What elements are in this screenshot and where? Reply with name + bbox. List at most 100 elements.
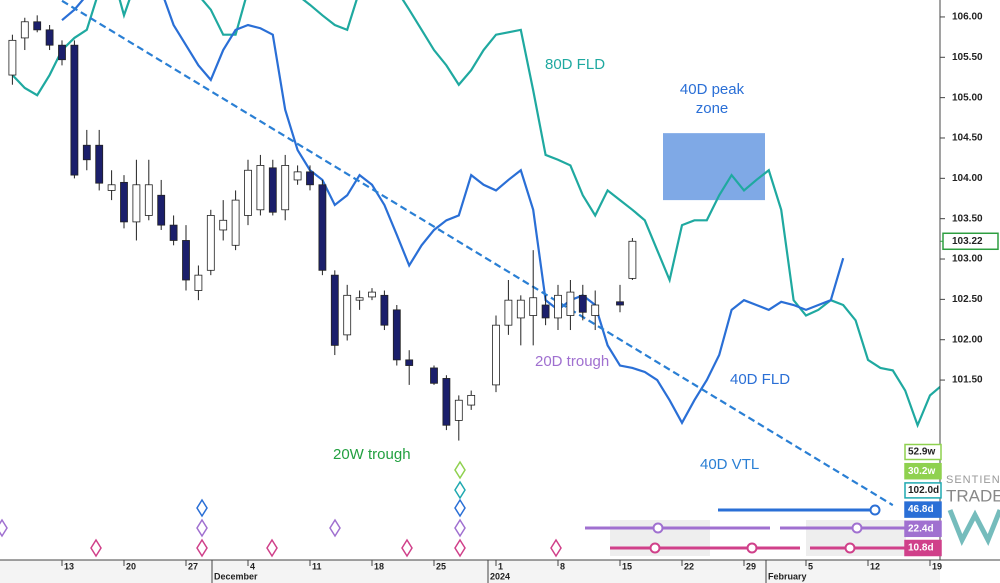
candle-body	[157, 194, 166, 226]
projection-point	[851, 522, 863, 534]
peak-zone-label: zone	[696, 100, 729, 117]
cycle-diamond	[196, 518, 208, 538]
candle-body	[20, 21, 29, 39]
y-tick-label: 104.50	[952, 133, 983, 144]
y-tick-label: 105.00	[952, 92, 983, 103]
x-tick-label: 5	[808, 561, 813, 571]
cycle-diamond	[0, 518, 8, 538]
cycle-diamond	[454, 460, 466, 480]
cycle-diamond	[90, 538, 102, 558]
x-tick-label: 4	[250, 561, 255, 571]
candle-body	[194, 274, 203, 291]
cycle-diamond	[329, 518, 341, 538]
price-axis	[940, 0, 1000, 583]
cycle-label-box	[904, 520, 942, 538]
series-line	[61, 0, 894, 507]
projection-point	[844, 542, 856, 554]
candle-body	[467, 394, 476, 406]
watermark-logo	[947, 509, 1000, 546]
annotation: 20W trough	[333, 446, 411, 463]
candle-body	[293, 171, 302, 181]
x-tick-label: 22	[684, 561, 694, 571]
peak-zone	[663, 133, 765, 201]
candle-body	[268, 167, 277, 213]
candle-body	[504, 299, 513, 326]
y-tick-label: 101.50	[952, 375, 983, 386]
x-tick-label: 11	[312, 561, 322, 571]
candle-body	[541, 304, 550, 319]
candle-body	[219, 219, 228, 231]
month-label: 2024	[490, 571, 510, 581]
watermark: SENTIEN	[946, 474, 1000, 486]
candle-body	[392, 309, 401, 361]
x-tick-label: 12	[870, 561, 880, 571]
candle-body	[368, 291, 376, 298]
candle-body	[405, 359, 414, 366]
projection-point	[869, 504, 881, 516]
series-line	[61, 0, 845, 426]
candle-body	[554, 294, 562, 319]
plot-area	[8, 0, 940, 507]
candle-body	[306, 171, 314, 186]
cycle-diamond	[196, 498, 208, 518]
x-tick-label: 27	[188, 561, 198, 571]
candle-body	[95, 144, 104, 184]
x-tick-label: 13	[64, 561, 74, 571]
y-tick-label: 103.00	[952, 254, 983, 265]
candle-body	[318, 184, 327, 271]
cycle-label: 102.0d	[908, 485, 939, 496]
candle-body	[442, 378, 451, 426]
cycle-label: 46.8d	[908, 504, 934, 515]
x-tick-label: 1	[498, 561, 503, 571]
candle-body	[591, 304, 600, 316]
cycle-label-box	[904, 501, 942, 518]
cycle-label-box	[904, 443, 942, 461]
candle-body	[281, 165, 290, 211]
cycle-diamond	[454, 518, 466, 538]
candle-body	[132, 184, 141, 223]
candle-body	[169, 224, 178, 241]
month-label: December	[214, 571, 258, 581]
candle-body	[343, 294, 352, 336]
candle-body	[566, 291, 575, 316]
projection-point	[649, 542, 661, 554]
projection-point	[652, 522, 664, 534]
x-tick-label: 15	[622, 561, 632, 571]
candle-body	[231, 199, 240, 246]
x-tick-label: 18	[374, 561, 384, 571]
last-price-label: 103.22	[952, 236, 983, 247]
candle-body	[380, 294, 389, 326]
candle-body	[70, 44, 79, 176]
cycle-label: 10.8d	[908, 543, 934, 554]
candle-body	[355, 297, 364, 301]
candle-body	[529, 297, 538, 316]
cycle-diamond	[454, 498, 466, 518]
x-tick-label: 8	[560, 561, 565, 571]
series-label: 40D FLD	[730, 371, 790, 388]
cycle-diamond	[550, 538, 562, 558]
candle-body	[616, 301, 624, 306]
y-tick-label: 105.50	[952, 52, 983, 63]
cycle-diamond	[401, 538, 413, 558]
cycle-label: 30.2w	[908, 466, 935, 477]
x-tick-label: 20	[126, 561, 136, 571]
axes: 101.50 102.00 102.50 103.00 103.50 104.00 104.…	[61, 12, 999, 583]
cycle-label-box	[904, 482, 942, 499]
candle-body	[492, 324, 500, 386]
projection-point	[746, 542, 758, 554]
candle-body	[244, 169, 252, 216]
cycle-diamond	[454, 480, 466, 500]
cycle-label-box	[904, 462, 942, 480]
candle-body	[182, 240, 190, 281]
x-tick-label: 29	[746, 561, 756, 571]
cycle-diamond	[454, 538, 466, 558]
y-tick-label: 106.00	[952, 12, 983, 23]
month-label: February	[768, 571, 807, 581]
date-axis	[0, 560, 940, 583]
y-tick-label: 102.00	[952, 334, 983, 345]
y-tick-label: 104.00	[952, 173, 983, 184]
x-tick-label: 25	[436, 561, 446, 571]
cycle-diamond	[196, 538, 208, 558]
candle-body	[107, 184, 116, 191]
cycle-label: 52.9w	[908, 447, 935, 458]
